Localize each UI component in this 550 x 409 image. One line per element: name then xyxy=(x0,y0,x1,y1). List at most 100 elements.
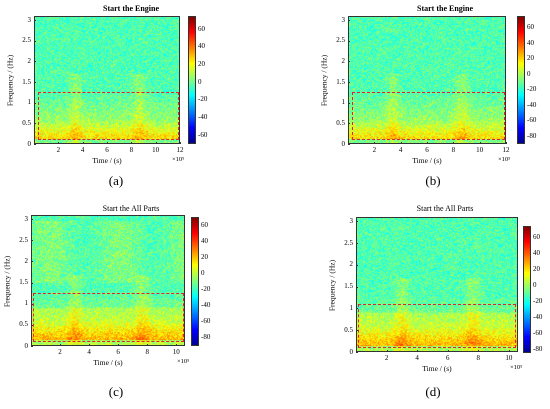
y-tick-label: 2 xyxy=(24,256,29,265)
x-tick-label: 4 xyxy=(87,348,91,356)
y-tick-label: 1 xyxy=(24,299,29,308)
colorbar-tick-label: 40 xyxy=(533,249,540,258)
y-tick-mark xyxy=(356,286,358,288)
x-exponent-label: ×10⁵ xyxy=(498,156,511,163)
y-axis-label: Frequency / (Hz) xyxy=(319,54,329,107)
y-tick-label: 2 xyxy=(349,260,354,269)
y-tick-mark xyxy=(34,40,36,42)
colorbar-tick-label: -20 xyxy=(198,95,208,104)
x-tick-mark xyxy=(118,344,119,346)
y-tick-mark xyxy=(348,82,350,83)
x-tick-label: 10 xyxy=(505,354,513,362)
y-tick-mark xyxy=(356,308,358,310)
colorbar-tick-label: 40 xyxy=(527,38,534,47)
y-tick-label: 2 xyxy=(27,56,32,65)
caption-a: (a) xyxy=(108,173,124,188)
x-tick-label: 2 xyxy=(58,348,62,356)
y-tick-label: 1 xyxy=(349,303,354,312)
y-tick-label: 0.5 xyxy=(344,325,353,334)
y-tick-label: 0 xyxy=(349,347,354,356)
x-tick-mark xyxy=(427,142,428,144)
x-tick-mark xyxy=(453,142,454,144)
colorbar-tick-label: -40 xyxy=(201,301,211,310)
y-tick-label: 1 xyxy=(27,98,32,107)
spectrogram-canvas-c xyxy=(32,216,184,345)
y-tick-mark xyxy=(31,346,33,347)
y-tick-mark xyxy=(31,219,33,220)
highlight-box-c xyxy=(33,293,184,342)
colorbar-tick-label: 0 xyxy=(533,281,537,290)
caption-d: (d) xyxy=(425,384,441,399)
x-tick-label: 12 xyxy=(176,146,184,154)
spectrogram-canvas-d xyxy=(357,218,517,351)
spectrogram-plot-b xyxy=(348,16,506,144)
colorbar-tick-label: 20 xyxy=(201,252,208,261)
colorbar-tick-label: -80 xyxy=(527,131,537,140)
y-tick-mark xyxy=(34,123,36,124)
x-tick-label: 10 xyxy=(152,146,160,154)
x-tick-label: 10 xyxy=(476,146,484,154)
y-tick-label: 0.5 xyxy=(336,118,345,127)
colorbar-tick-label: -60 xyxy=(527,116,537,125)
y-tick-label: 3 xyxy=(24,214,29,223)
y-tick-label: 0 xyxy=(27,139,32,148)
y-tick-label: 0.5 xyxy=(19,320,28,329)
caption-c: (c) xyxy=(108,384,124,399)
spectrogram-canvas-b xyxy=(349,17,505,143)
x-tick-mark xyxy=(60,344,61,346)
y-tick-label: 2.5 xyxy=(19,235,28,244)
chart-title-d: Start the All Parts xyxy=(416,204,474,213)
x-axis-label: Time / (s) xyxy=(412,156,442,165)
x-tick-mark xyxy=(82,142,84,144)
colorbar-tick-label: 60 xyxy=(201,220,208,229)
highlight-box-a xyxy=(37,92,179,140)
x-tick-label: 8 xyxy=(451,146,456,154)
x-tick-mark xyxy=(400,142,402,144)
x-tick-label: 2 xyxy=(372,146,377,154)
colorbar-tick-label: 20 xyxy=(527,54,534,63)
y-tick-label: 2.5 xyxy=(22,36,31,45)
x-tick-label: 6 xyxy=(105,146,109,154)
y-tick-label: 1.5 xyxy=(344,282,353,291)
chart-title-a: Start the Engine xyxy=(103,4,159,13)
x-tick-mark xyxy=(89,344,90,346)
x-tick-label: 4 xyxy=(415,354,419,362)
y-tick-label: 3 xyxy=(27,15,32,24)
colorbar-tick-label: 0 xyxy=(198,77,202,86)
y-axis-label: Frequency / (Hz) xyxy=(327,259,337,311)
chart-title-c: Start the All Parts xyxy=(102,204,160,213)
highlight-box-b xyxy=(351,92,505,140)
y-tick-mark xyxy=(31,240,33,241)
y-tick-mark xyxy=(31,282,33,284)
chart-title-b: Start the Engine xyxy=(417,4,473,13)
y-tick-mark xyxy=(356,221,358,222)
y-tick-label: 0 xyxy=(24,341,29,350)
x-tick-mark xyxy=(58,142,59,144)
y-tick-label: 1.5 xyxy=(19,278,28,287)
x-tick-mark xyxy=(417,350,418,352)
x-tick-mark xyxy=(508,350,510,352)
x-exponent-label: ×10⁵ xyxy=(177,358,190,365)
x-tick-mark xyxy=(107,142,108,144)
colorbar-tick-label: 60 xyxy=(527,23,534,32)
spectrogram-canvas-a xyxy=(35,17,179,143)
x-tick-mark xyxy=(478,350,479,352)
colorbar-tick-label: -20 xyxy=(533,296,543,305)
y-tick-mark xyxy=(348,144,350,145)
y-tick-mark xyxy=(34,61,36,62)
colorbar-c xyxy=(191,217,199,346)
colorbar-tick-label: -80 xyxy=(201,333,211,342)
x-tick-label: 6 xyxy=(425,146,429,154)
highlight-box-d xyxy=(358,304,517,348)
x-axis-label: Time / (s) xyxy=(92,156,122,165)
colorbar-tick-label: -40 xyxy=(527,100,537,109)
colorbar-b xyxy=(517,16,525,144)
x-tick-mark xyxy=(176,344,177,346)
colorbar-tick-label: -60 xyxy=(198,130,208,139)
x-tick-label: 10 xyxy=(172,348,180,356)
x-exponent-label: ×10⁵ xyxy=(172,156,185,163)
colorbar-d xyxy=(523,226,531,353)
x-tick-mark xyxy=(479,142,481,144)
x-tick-mark xyxy=(155,142,157,144)
y-tick-mark xyxy=(356,243,358,244)
